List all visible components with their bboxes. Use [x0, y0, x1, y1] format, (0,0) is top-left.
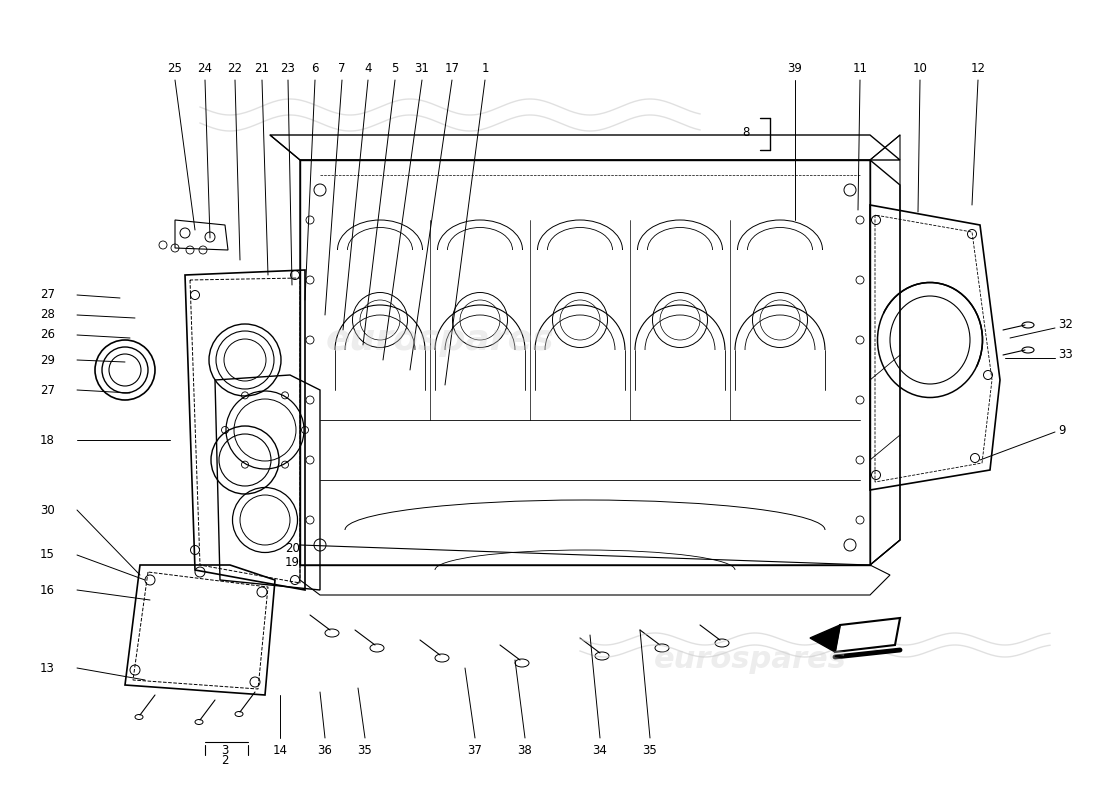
Text: eurospares: eurospares: [326, 323, 554, 357]
Text: 23: 23: [280, 62, 296, 74]
Text: 25: 25: [167, 62, 183, 74]
Text: 38: 38: [518, 743, 532, 757]
Text: 32: 32: [1058, 318, 1072, 331]
Text: 35: 35: [358, 743, 373, 757]
Text: 26: 26: [40, 329, 55, 342]
Text: 20: 20: [285, 542, 300, 554]
Text: 13: 13: [40, 662, 55, 674]
Polygon shape: [835, 618, 900, 652]
Text: 36: 36: [318, 743, 332, 757]
Text: 15: 15: [40, 549, 55, 562]
Text: 5: 5: [392, 62, 398, 74]
Text: 8: 8: [742, 126, 750, 139]
Text: 11: 11: [852, 62, 868, 74]
Text: 30: 30: [41, 503, 55, 517]
Text: 7: 7: [339, 62, 345, 74]
Text: 39: 39: [788, 62, 802, 74]
Text: 34: 34: [593, 743, 607, 757]
Text: 29: 29: [40, 354, 55, 366]
Text: 12: 12: [970, 62, 986, 74]
Text: 10: 10: [913, 62, 927, 74]
Text: 22: 22: [228, 62, 242, 74]
Text: 24: 24: [198, 62, 212, 74]
Text: 16: 16: [40, 583, 55, 597]
Text: 3: 3: [221, 743, 229, 757]
Text: 4: 4: [364, 62, 372, 74]
Text: 27: 27: [40, 383, 55, 397]
Text: 33: 33: [1058, 349, 1072, 362]
Text: 31: 31: [415, 62, 429, 74]
Text: 28: 28: [40, 309, 55, 322]
Polygon shape: [810, 625, 840, 652]
Text: 9: 9: [1058, 423, 1066, 437]
Text: 2: 2: [221, 754, 229, 766]
Text: 35: 35: [642, 743, 658, 757]
Text: 1: 1: [482, 62, 488, 74]
Text: 21: 21: [254, 62, 270, 74]
Text: eurospares: eurospares: [653, 646, 846, 674]
Text: 18: 18: [40, 434, 55, 446]
Text: 27: 27: [40, 289, 55, 302]
Text: 19: 19: [285, 555, 300, 569]
Text: 6: 6: [311, 62, 319, 74]
Text: 14: 14: [273, 743, 287, 757]
Text: 37: 37: [468, 743, 483, 757]
Text: 17: 17: [444, 62, 460, 74]
